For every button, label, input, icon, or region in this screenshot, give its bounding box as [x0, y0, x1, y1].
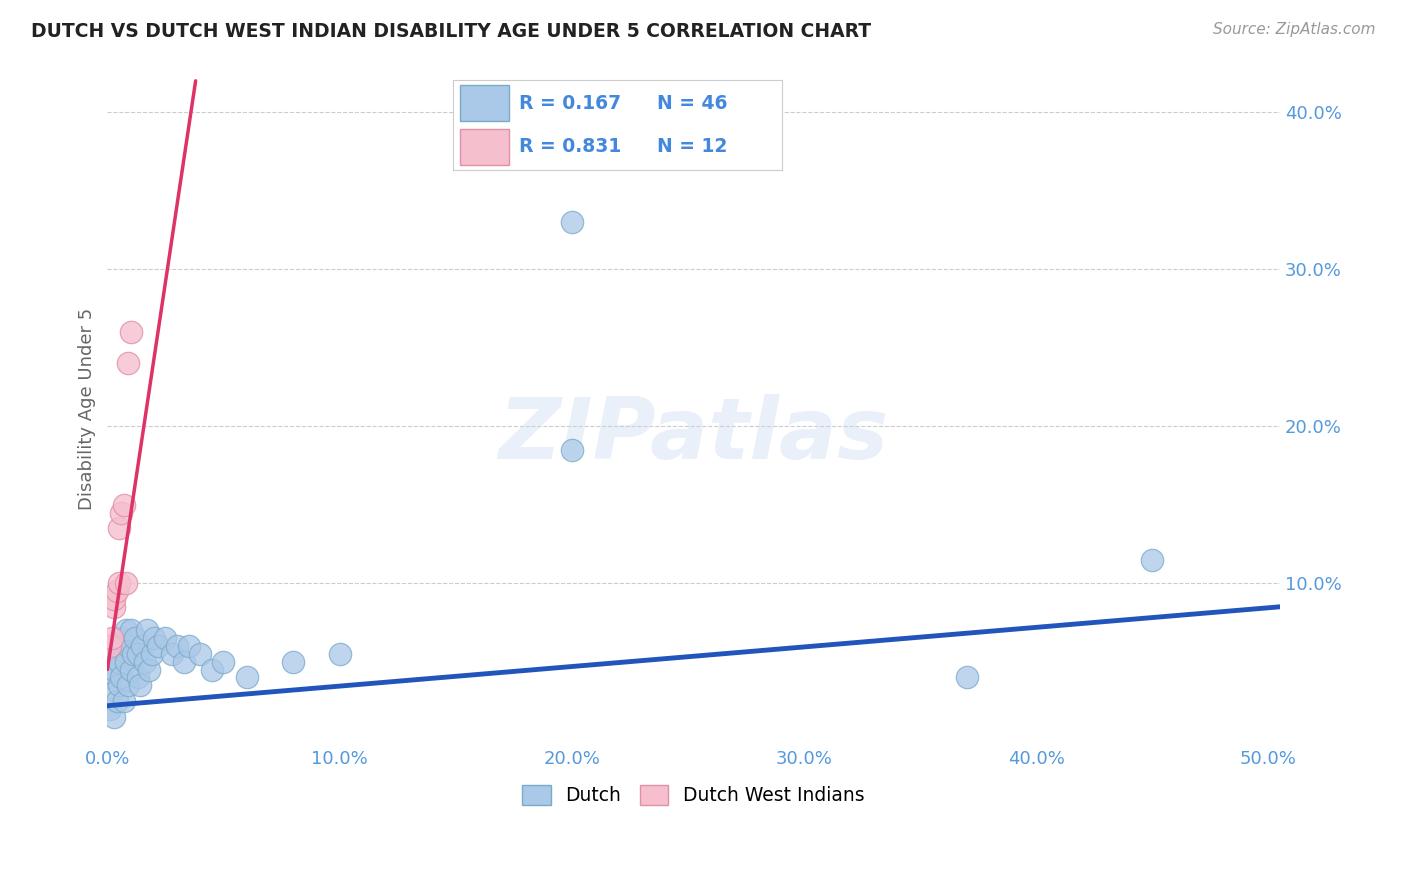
Point [155, 631, 177, 645]
Point [115, 576, 138, 591]
Point [110, 670, 132, 684]
Text: DUTCH VS DUTCH WEST INDIAN DISABILITY AGE UNDER 5 CORRELATION CHART: DUTCH VS DUTCH WEST INDIAN DISABILITY AG… [31, 22, 872, 41]
Point [561, 442, 583, 457]
Point [105, 584, 128, 599]
Point [98, 639, 121, 653]
Point [120, 325, 142, 339]
Point [108, 521, 131, 535]
Legend: Dutch, Dutch West Indians: Dutch, Dutch West Indians [515, 778, 873, 813]
Point [103, 663, 125, 677]
Point [148, 639, 170, 653]
Point [235, 670, 257, 684]
Point [131, 639, 153, 653]
Point [134, 655, 156, 669]
Point [162, 647, 184, 661]
Point [112, 498, 135, 512]
Point [103, 709, 125, 723]
Point [108, 576, 131, 591]
Point [173, 655, 195, 669]
Point [115, 655, 138, 669]
Point [135, 624, 157, 638]
Point [138, 663, 160, 677]
Point [283, 655, 305, 669]
Point [561, 215, 583, 229]
Point [128, 678, 150, 692]
Point [188, 647, 211, 661]
Text: ZIPatlas: ZIPatlas [499, 394, 889, 477]
Point [103, 599, 125, 614]
Point [124, 631, 146, 645]
Point [110, 631, 132, 645]
Point [955, 670, 977, 684]
Point [103, 591, 125, 606]
Text: Source: ZipAtlas.com: Source: ZipAtlas.com [1212, 22, 1375, 37]
Point [112, 694, 135, 708]
Point [101, 686, 124, 700]
Point [127, 670, 149, 684]
Point [142, 631, 165, 645]
Point [105, 639, 128, 653]
Point [201, 663, 224, 677]
Point [117, 639, 139, 653]
Point [166, 639, 188, 653]
Point [117, 678, 139, 692]
Point [127, 647, 149, 661]
Point [98, 702, 121, 716]
Point [1142, 552, 1164, 566]
Y-axis label: Disability Age Under 5: Disability Age Under 5 [79, 308, 96, 510]
Point [101, 631, 124, 645]
Point [101, 647, 124, 661]
Point [108, 655, 131, 669]
Point [212, 655, 235, 669]
Point [329, 647, 352, 661]
Point [115, 624, 138, 638]
Point [110, 506, 132, 520]
Point [177, 639, 200, 653]
Point [120, 663, 142, 677]
Point [120, 624, 142, 638]
Point [122, 647, 145, 661]
Point [141, 647, 163, 661]
Point [105, 694, 128, 708]
Point [98, 670, 121, 684]
Point [108, 678, 131, 692]
Point [117, 356, 139, 370]
